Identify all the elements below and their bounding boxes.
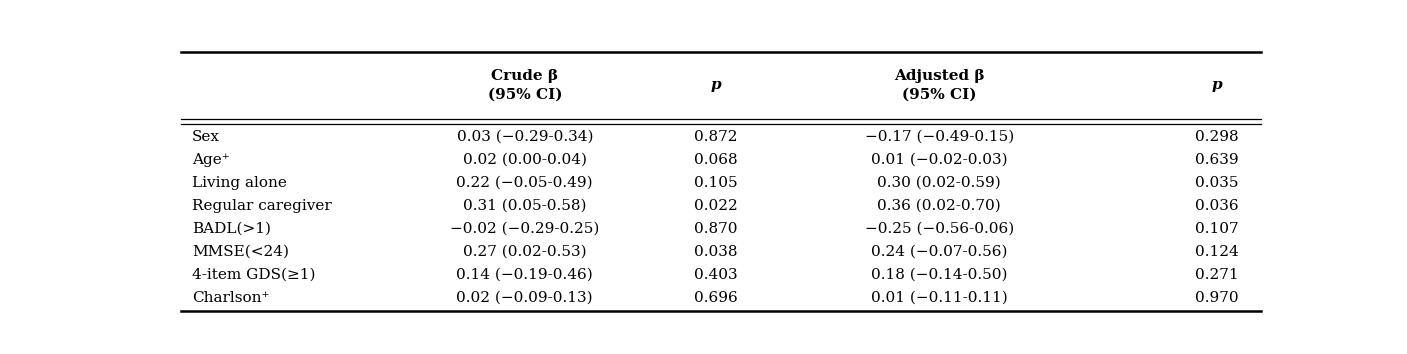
Text: 0.31 (0.05-0.58): 0.31 (0.05-0.58) [463, 199, 587, 213]
Text: 0.02 (0.00-0.04): 0.02 (0.00-0.04) [463, 153, 587, 167]
Text: −0.17 (−0.49-0.15): −0.17 (−0.49-0.15) [864, 130, 1014, 144]
Text: BADL(>1): BADL(>1) [193, 222, 272, 236]
Text: Living alone: Living alone [193, 176, 287, 190]
Text: 0.105: 0.105 [694, 176, 737, 190]
Text: 0.271: 0.271 [1196, 268, 1240, 282]
Text: 0.403: 0.403 [694, 268, 737, 282]
Text: Sex: Sex [193, 130, 221, 144]
Text: 0.298: 0.298 [1196, 130, 1240, 144]
Text: 0.970: 0.970 [1196, 291, 1240, 305]
Text: 0.36 (0.02-0.70): 0.36 (0.02-0.70) [878, 199, 1000, 213]
Text: MMSE(<24): MMSE(<24) [193, 245, 290, 259]
Text: Charlson⁺: Charlson⁺ [193, 291, 270, 305]
Text: 0.22 (−0.05-0.49): 0.22 (−0.05-0.49) [456, 176, 594, 190]
Text: 0.696: 0.696 [694, 291, 737, 305]
Text: 0.01 (−0.11-0.11): 0.01 (−0.11-0.11) [871, 291, 1007, 305]
Text: −0.02 (−0.29-0.25): −0.02 (−0.29-0.25) [450, 222, 599, 236]
Text: 0.639: 0.639 [1196, 153, 1240, 167]
Text: 0.18 (−0.14-0.50): 0.18 (−0.14-0.50) [871, 268, 1007, 282]
Text: 0.24 (−0.07-0.56): 0.24 (−0.07-0.56) [871, 245, 1007, 259]
Text: p: p [711, 79, 720, 92]
Text: Crude β
(95% CI): Crude β (95% CI) [488, 69, 561, 101]
Text: 0.30 (0.02-0.59): 0.30 (0.02-0.59) [878, 176, 1000, 190]
Text: 0.872: 0.872 [694, 130, 737, 144]
Text: Adjusted β
(95% CI): Adjusted β (95% CI) [893, 69, 985, 101]
Text: 0.27 (0.02-0.53): 0.27 (0.02-0.53) [463, 245, 587, 259]
Text: Regular caregiver: Regular caregiver [193, 199, 332, 213]
Text: 4-item GDS(≥1): 4-item GDS(≥1) [193, 268, 315, 282]
Text: 0.02 (−0.09-0.13): 0.02 (−0.09-0.13) [456, 291, 594, 305]
Text: 0.038: 0.038 [694, 245, 737, 259]
Text: 0.036: 0.036 [1196, 199, 1240, 213]
Text: 0.870: 0.870 [694, 222, 737, 236]
Text: 0.03 (−0.29-0.34): 0.03 (−0.29-0.34) [456, 130, 594, 144]
Text: Age⁺: Age⁺ [193, 153, 229, 167]
Text: 0.01 (−0.02-0.03): 0.01 (−0.02-0.03) [871, 153, 1007, 167]
Text: 0.035: 0.035 [1196, 176, 1240, 190]
Text: 0.107: 0.107 [1196, 222, 1240, 236]
Text: 0.14 (−0.19-0.46): 0.14 (−0.19-0.46) [456, 268, 594, 282]
Text: 0.068: 0.068 [694, 153, 737, 167]
Text: p: p [1211, 79, 1223, 92]
Text: 0.022: 0.022 [694, 199, 737, 213]
Text: 0.124: 0.124 [1196, 245, 1240, 259]
Text: −0.25 (−0.56-0.06): −0.25 (−0.56-0.06) [864, 222, 1014, 236]
